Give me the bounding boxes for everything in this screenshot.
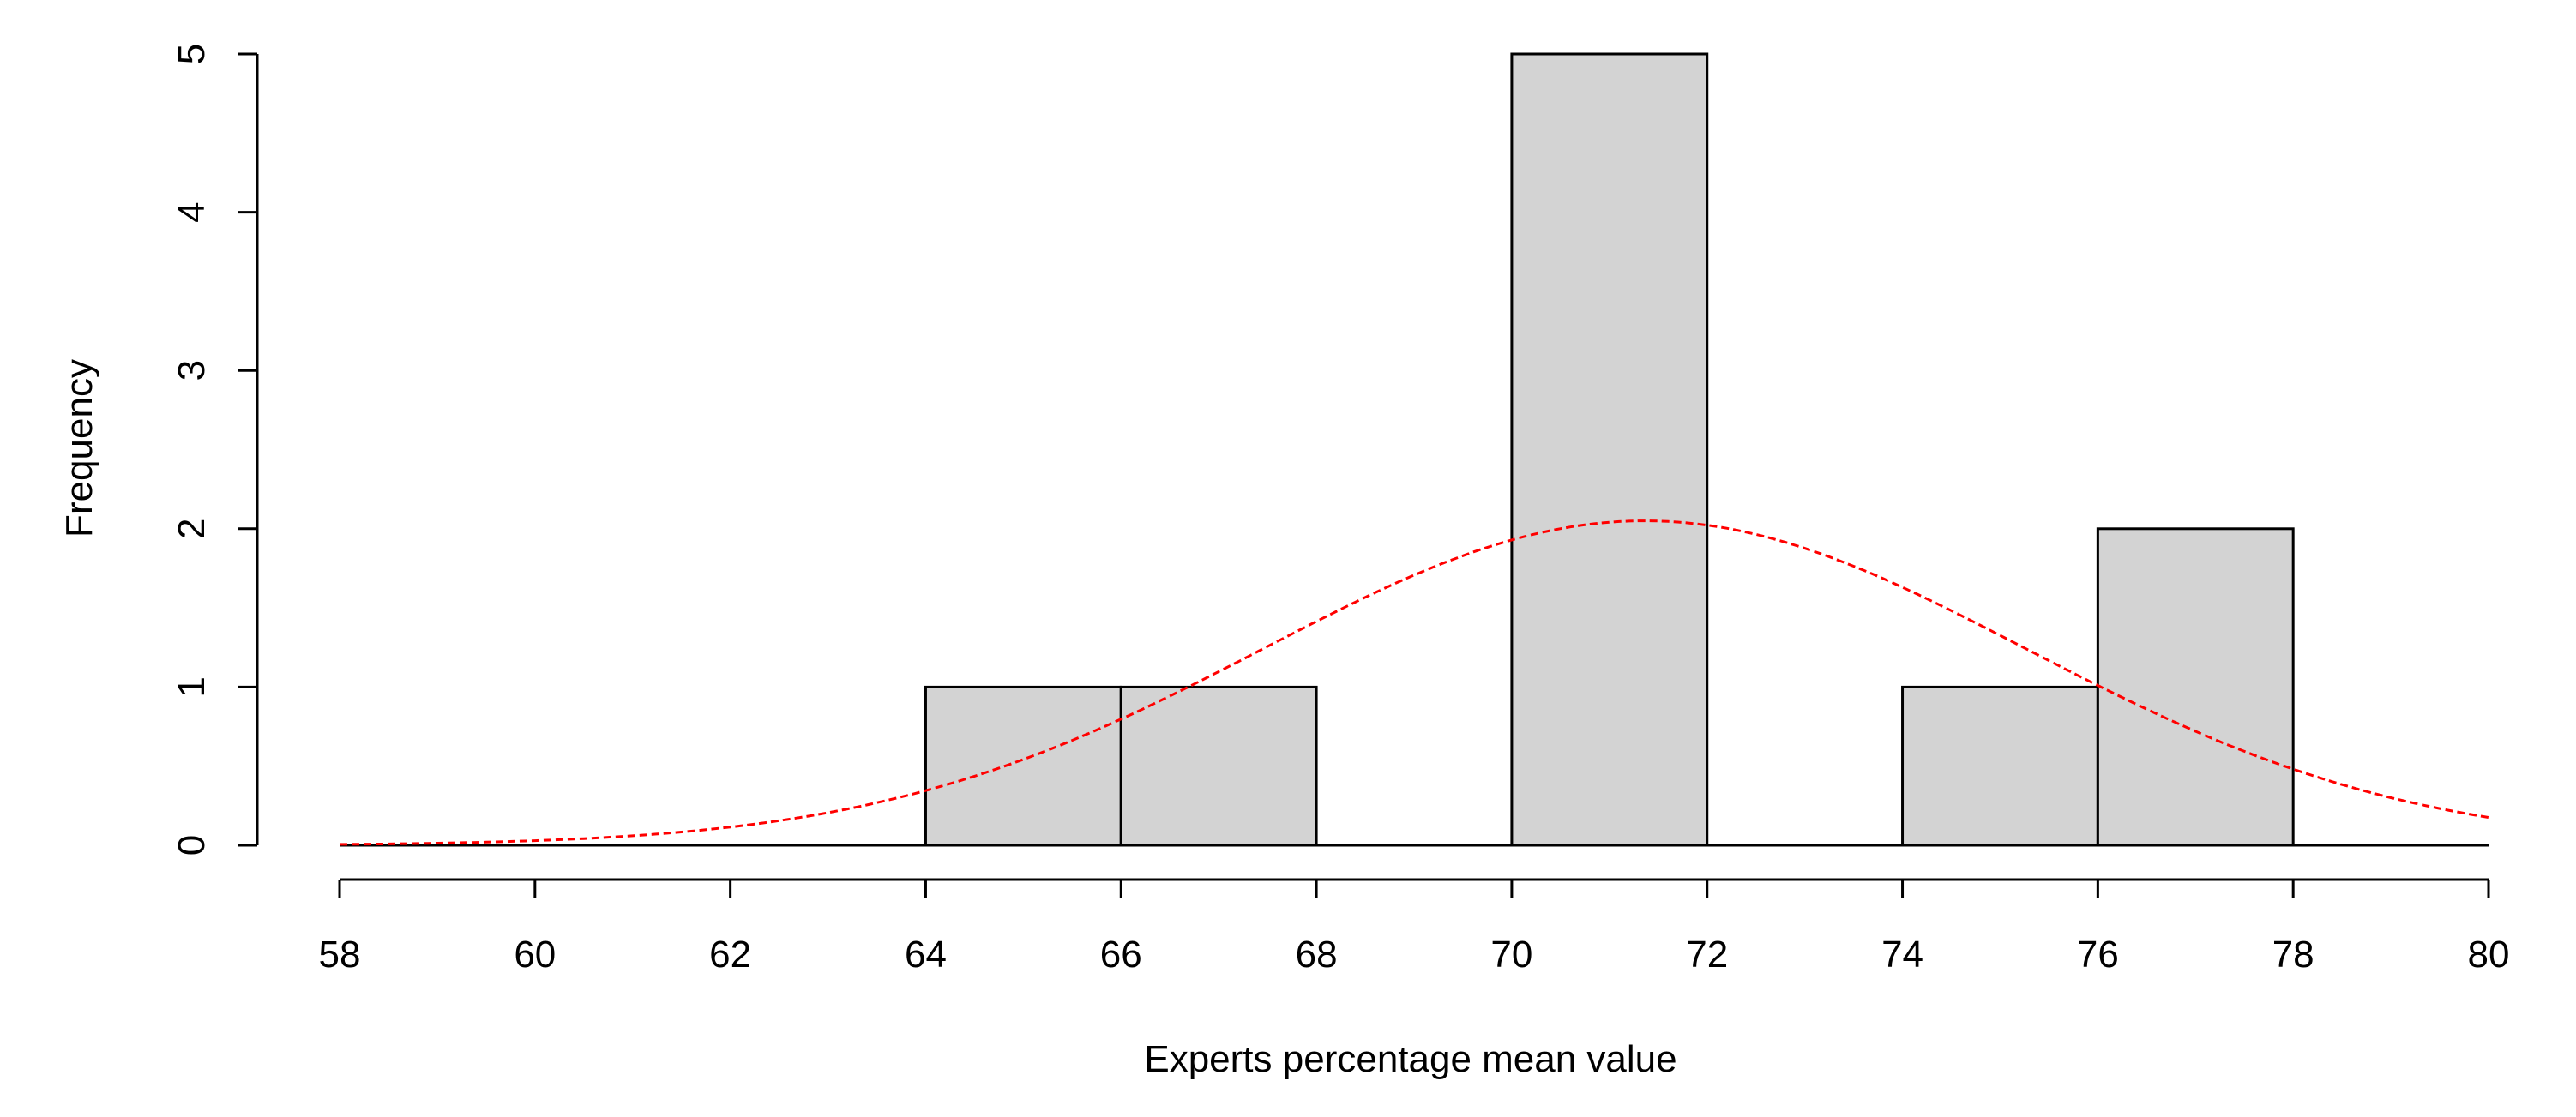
- y-tick-label-2: 2: [171, 519, 213, 539]
- y-tick-label-1: 1: [171, 676, 213, 697]
- curve-layer: [339, 519, 2489, 846]
- x-tick-label-68: 68: [1296, 934, 1338, 976]
- bars-layer: [340, 52, 2489, 847]
- x-tick-label-66: 66: [1100, 934, 1142, 976]
- y-tick-label-5: 5: [171, 44, 213, 64]
- x-tick-label-58: 58: [319, 934, 361, 976]
- histogram-bar-66-68: [1119, 685, 1318, 847]
- x-tick-label-80: 80: [2468, 934, 2510, 976]
- density-curve: [339, 519, 2489, 846]
- y-axis-title: Frequency: [58, 359, 100, 537]
- x-tick-label-78: 78: [2272, 934, 2314, 976]
- histogram-bar-64-66: [924, 685, 1122, 847]
- x-tick-label-76: 76: [2077, 934, 2119, 976]
- y-tick-label-4: 4: [171, 201, 213, 222]
- y-axis: 0 1 2 3 4 5: [171, 44, 259, 856]
- x-tick-label-64: 64: [905, 934, 947, 976]
- x-tick-label-72: 72: [1686, 934, 1728, 976]
- x-tick-label-70: 70: [1490, 934, 1532, 976]
- histogram-bar-76-78: [2096, 527, 2295, 847]
- x-tick-label-62: 62: [709, 934, 751, 976]
- x-axis: 58 60 62 64 66 68 70 72 74 76 78 80: [319, 878, 2510, 976]
- x-axis-title: Experts percentage mean value: [1144, 1038, 1676, 1080]
- histogram-bar-74-76: [1901, 685, 2099, 847]
- histogram-bar-70-72: [1510, 52, 1709, 847]
- x-tick-label-60: 60: [514, 934, 556, 976]
- y-tick-label-3: 3: [171, 360, 213, 381]
- y-tick-label-0: 0: [171, 835, 213, 856]
- x-tick-label-74: 74: [1881, 934, 1923, 976]
